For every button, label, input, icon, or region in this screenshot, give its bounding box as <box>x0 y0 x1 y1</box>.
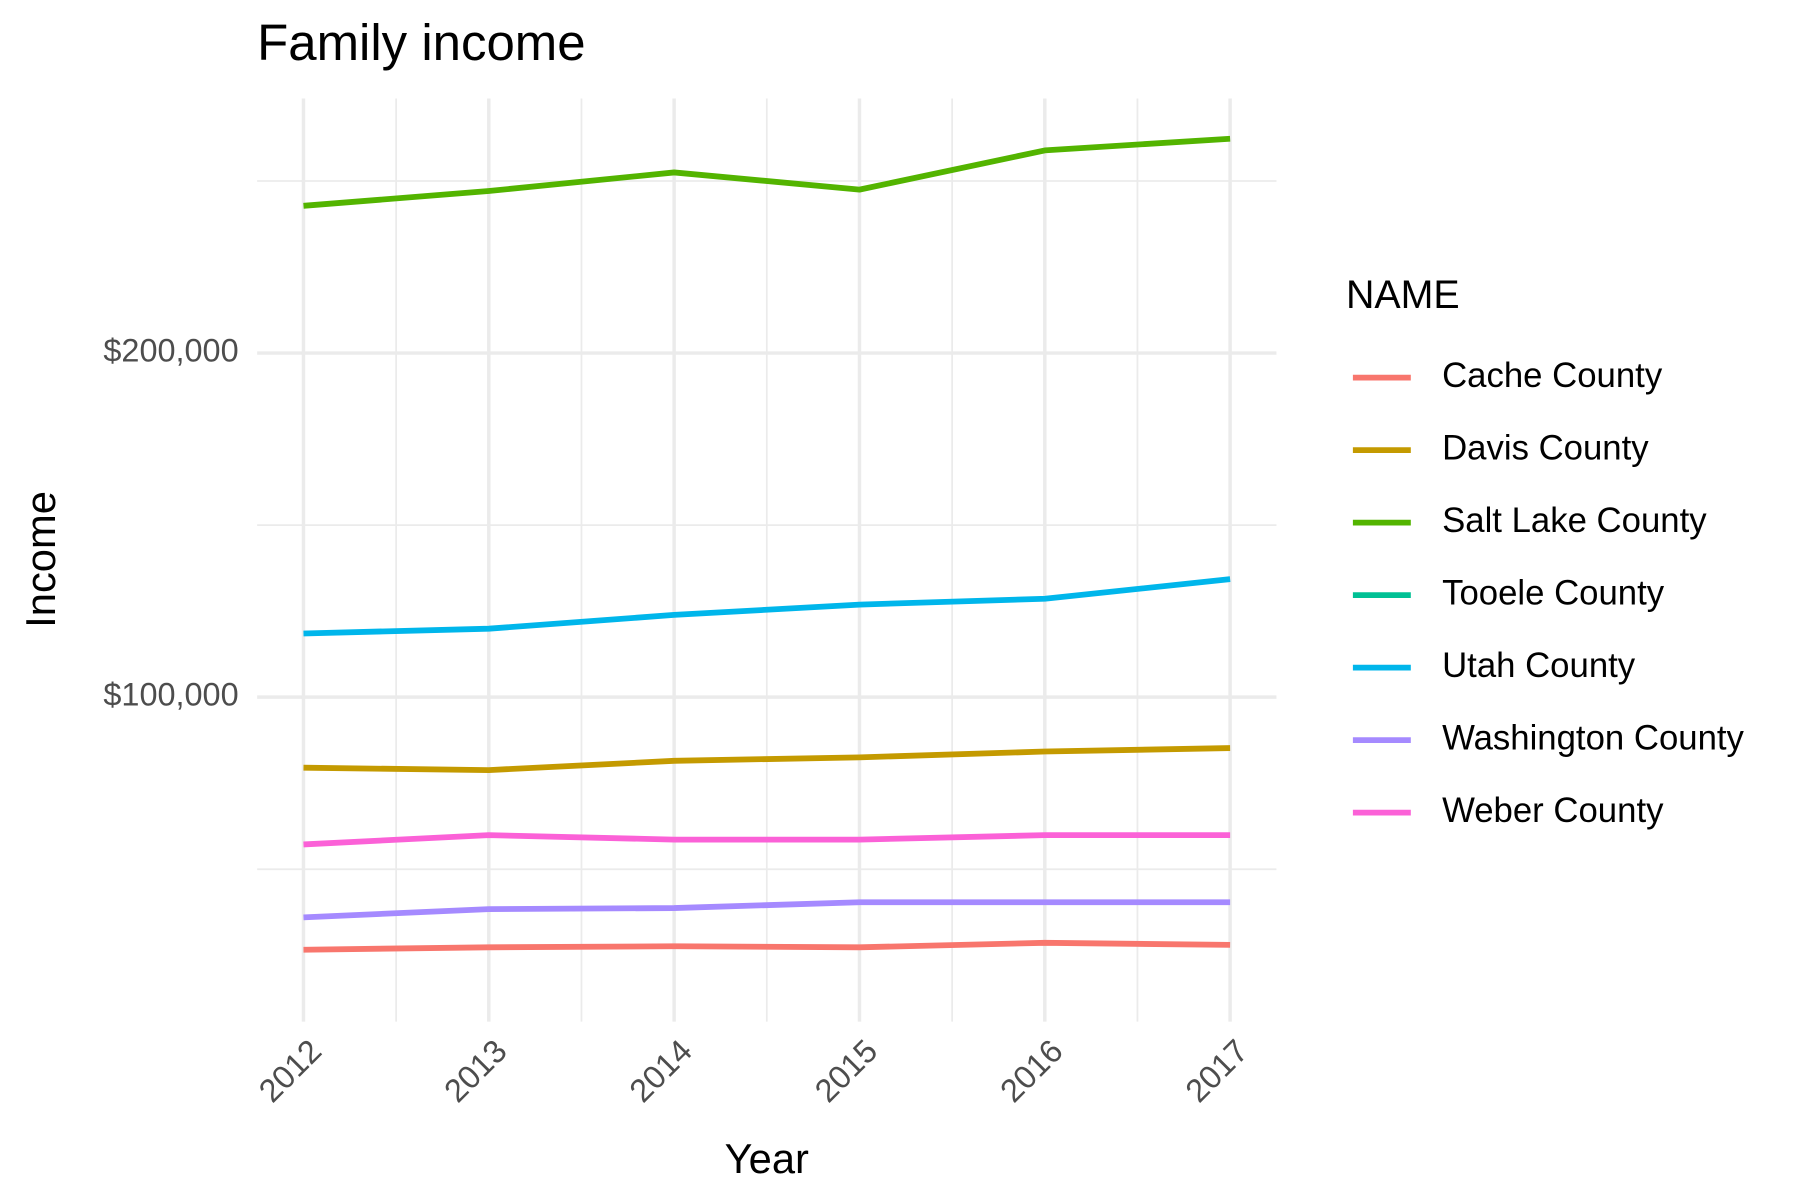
x-tick-label: 2014 <box>623 1033 699 1109</box>
x-axis-title: Year <box>725 1135 809 1182</box>
series-line <box>303 939 1231 953</box>
series-line <box>303 832 1231 848</box>
legend-label: Washington County <box>1442 719 1744 757</box>
series-line <box>303 135 1231 209</box>
legend-label: Weber County <box>1442 792 1664 830</box>
x-tick-label: 2013 <box>437 1033 513 1109</box>
legend-title: NAME <box>1346 273 1460 317</box>
legend-label: Cache County <box>1442 357 1663 395</box>
x-tick-label: 2015 <box>808 1033 884 1109</box>
y-axis-title: Income <box>17 491 64 628</box>
legend-label: Davis County <box>1442 429 1649 467</box>
legend-label: Tooele County <box>1442 574 1665 612</box>
legend-label: Utah County <box>1442 647 1636 685</box>
series-line <box>303 899 1231 921</box>
y-tick-label: $200,000 <box>103 333 238 369</box>
series-line <box>303 745 1231 773</box>
y-tick-label: $100,000 <box>103 677 238 713</box>
x-tick-label: 2017 <box>1179 1033 1255 1109</box>
x-tick-label: 2016 <box>993 1033 1069 1109</box>
chart-title: Family income <box>257 14 585 71</box>
legend-label: Salt Lake County <box>1442 502 1707 540</box>
series-line <box>303 576 1231 637</box>
x-tick-label: 2012 <box>252 1033 328 1109</box>
